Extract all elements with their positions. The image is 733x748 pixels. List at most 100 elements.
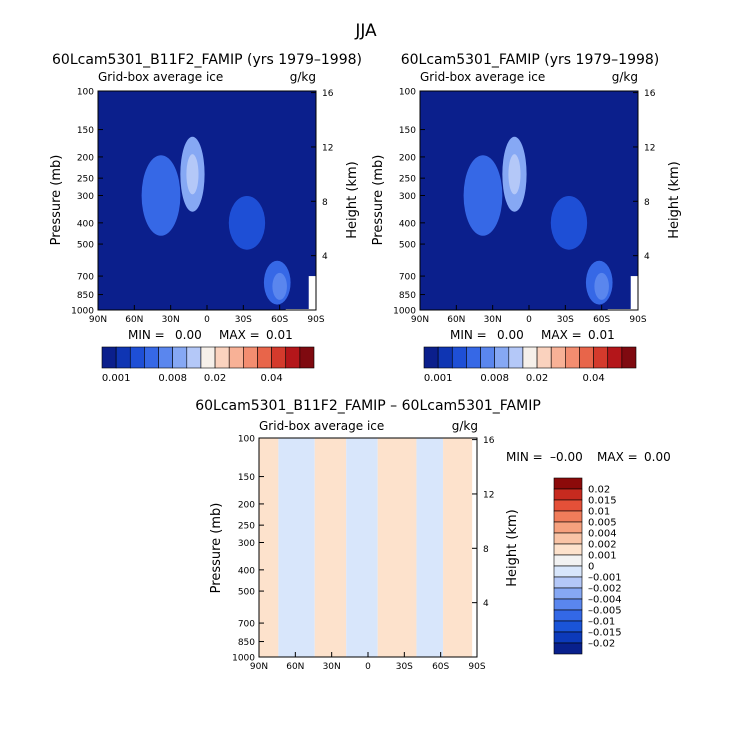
- panel-1-ylabel-right: Height (km): [345, 161, 360, 238]
- panel-3-subtitle-left: Grid-box average ice: [259, 419, 384, 433]
- y-right-tick-label-0: 16: [322, 89, 334, 99]
- colorbar-swatch-1: [437, 346, 453, 369]
- y-tick-label-2: 200: [77, 153, 94, 163]
- x-tick-label-4: 30S: [396, 662, 413, 672]
- y-right-tick-label-2: 8: [644, 198, 650, 208]
- colorbar-swatch-4: [158, 346, 173, 369]
- y-tick-label-0: 100: [399, 88, 416, 98]
- y-tick-label-7: 700: [77, 273, 94, 283]
- colorbar-swatch-1: [115, 346, 131, 369]
- x-tick-label-5: 60S: [593, 315, 610, 325]
- diff-band-4: [377, 438, 417, 657]
- y-tick-label-1: 150: [399, 126, 416, 136]
- colorbar-swatch-10: [565, 346, 580, 369]
- plot-area: [420, 91, 638, 310]
- colorbar-swatch-0: [101, 346, 117, 369]
- x-tick-label-6: 90S: [629, 315, 646, 325]
- contour-blob-3: [228, 196, 266, 250]
- panel-1-min-value: 0.00: [175, 328, 202, 342]
- panel-2-min-label: MIN =: [450, 328, 487, 342]
- panel-1-title: 60Lcam5301_B11F2_FAMIP (yrs 1979–1998): [52, 52, 362, 68]
- y-tick-label-5: 400: [77, 219, 94, 229]
- y-tick-label-3: 250: [77, 175, 94, 185]
- x-tick-label-2: 30N: [484, 315, 502, 325]
- contour-blob-3: [550, 196, 588, 250]
- x-tick-label-4: 30S: [235, 315, 252, 325]
- y-tick-label-7: 700: [399, 273, 416, 283]
- plot-area: [259, 438, 477, 657]
- colorbar-swatch-5: [494, 346, 510, 369]
- y-tick-label-4: 300: [238, 539, 255, 549]
- colorbar-label-6: 0.001: [588, 551, 617, 562]
- colorbar-swatch-8: [214, 346, 230, 369]
- x-tick-label-2: 30N: [162, 315, 180, 325]
- y-right-tick-label-3: 4: [483, 599, 489, 609]
- contour-blob-5: [594, 272, 609, 300]
- panel-2-max-value: 0.01: [588, 328, 615, 342]
- y-tick-label-3: 250: [238, 522, 255, 532]
- panel-2-subtitle-right: g/kg: [612, 70, 638, 84]
- colorbar-label-13: –0.015: [588, 628, 622, 639]
- panel-3-title: 60Lcam5301_B11F2_FAMIP – 60Lcam5301_FAMI…: [195, 398, 541, 414]
- colorbar-swatch-11: [257, 346, 272, 369]
- x-tick-label-1: 60N: [125, 315, 143, 325]
- x-tick-label-6: 90S: [468, 662, 485, 672]
- panel-1: 60Lcam5301_B11F2_FAMIP (yrs 1979–1998) G…: [49, 52, 362, 384]
- colorbar-swatch-6: [553, 543, 583, 556]
- y-right-tick-label-1: 12: [483, 490, 494, 500]
- colorbar-swatch-13: [285, 346, 301, 369]
- y-tick-label-1: 150: [77, 126, 94, 136]
- colorbar-swatch-7: [522, 346, 538, 369]
- colorbar-swatch-6: [508, 346, 524, 369]
- page-title: JJA: [354, 21, 377, 41]
- colorbar-label-10: –0.004: [588, 595, 622, 606]
- colorbar-swatch-0: [553, 477, 583, 490]
- panel-2: 60Lcam5301_FAMIP (yrs 1979–1998) Grid-bo…: [371, 52, 682, 384]
- colorbar-swatch-5: [553, 532, 583, 545]
- panel-1-min-label: MIN =: [128, 328, 165, 342]
- y-right-tick-label-0: 16: [644, 89, 656, 99]
- y-right-tick-label-0: 16: [483, 436, 495, 446]
- panel-3-colorbar: 0.020.0150.010.0050.0040.0020.0010–0.001…: [553, 477, 622, 655]
- colorbar-label-2: 0.01: [588, 507, 610, 518]
- colorbar-label-14: –0.02: [588, 639, 615, 650]
- y-right-tick-label-2: 8: [322, 198, 328, 208]
- panel-1-ylabel: Pressure (mb): [49, 155, 64, 246]
- panel-2-plot: 100 150 200 250 300 400 500 700 850 1000 16 12 8 4 90N…: [393, 88, 656, 326]
- y-tick-label-4: 300: [77, 192, 94, 202]
- colorbar-label-2: 0.02: [526, 373, 548, 384]
- colorbar-label-7: 0: [588, 562, 594, 573]
- x-tick-label-2: 30N: [323, 662, 341, 672]
- y-tick-label-9: 1000: [232, 654, 255, 664]
- colorbar-swatch-12: [553, 609, 583, 622]
- colorbar-swatch-14: [553, 631, 583, 644]
- colorbar-label-3: 0.005: [588, 518, 617, 529]
- diff-band-6: [443, 438, 477, 657]
- y-tick-label-9: 1000: [393, 307, 416, 317]
- colorbar-swatch-0: [423, 346, 439, 369]
- x-tick-label-0: 90N: [250, 662, 268, 672]
- panel-1-plot: 100 150 200 250 300 400 500 700 850 1000 16 12 8 4 90N…: [71, 88, 334, 326]
- contour-blob-2: [508, 154, 521, 195]
- x-tick-label-0: 90N: [89, 315, 107, 325]
- colorbar-label-1: 0.008: [480, 373, 509, 384]
- panel-3-max-label: MAX =: [597, 450, 638, 464]
- colorbar-swatch-3: [144, 346, 159, 369]
- colorbar-label-2: 0.02: [204, 373, 226, 384]
- y-tick-label-2: 200: [399, 153, 416, 163]
- colorbar-label-3: 0.04: [582, 373, 604, 384]
- y-tick-label-8: 850: [399, 291, 416, 301]
- contour-blob-2: [186, 154, 199, 195]
- colorbar-label-5: 0.002: [588, 540, 617, 551]
- colorbar-label-8: –0.001: [588, 573, 622, 584]
- colorbar-swatch-8: [536, 346, 552, 369]
- y-tick-label-6: 500: [77, 241, 94, 251]
- colorbar-swatch-5: [172, 346, 188, 369]
- y-right-tick-label-3: 4: [644, 252, 650, 262]
- colorbar-label-12: –0.01: [588, 617, 615, 628]
- colorbar-swatch-3: [553, 510, 583, 523]
- y-tick-label-6: 500: [399, 241, 416, 251]
- panel-3-ylabel-right: Height (km): [505, 509, 520, 586]
- x-tick-label-3: 0: [365, 662, 371, 672]
